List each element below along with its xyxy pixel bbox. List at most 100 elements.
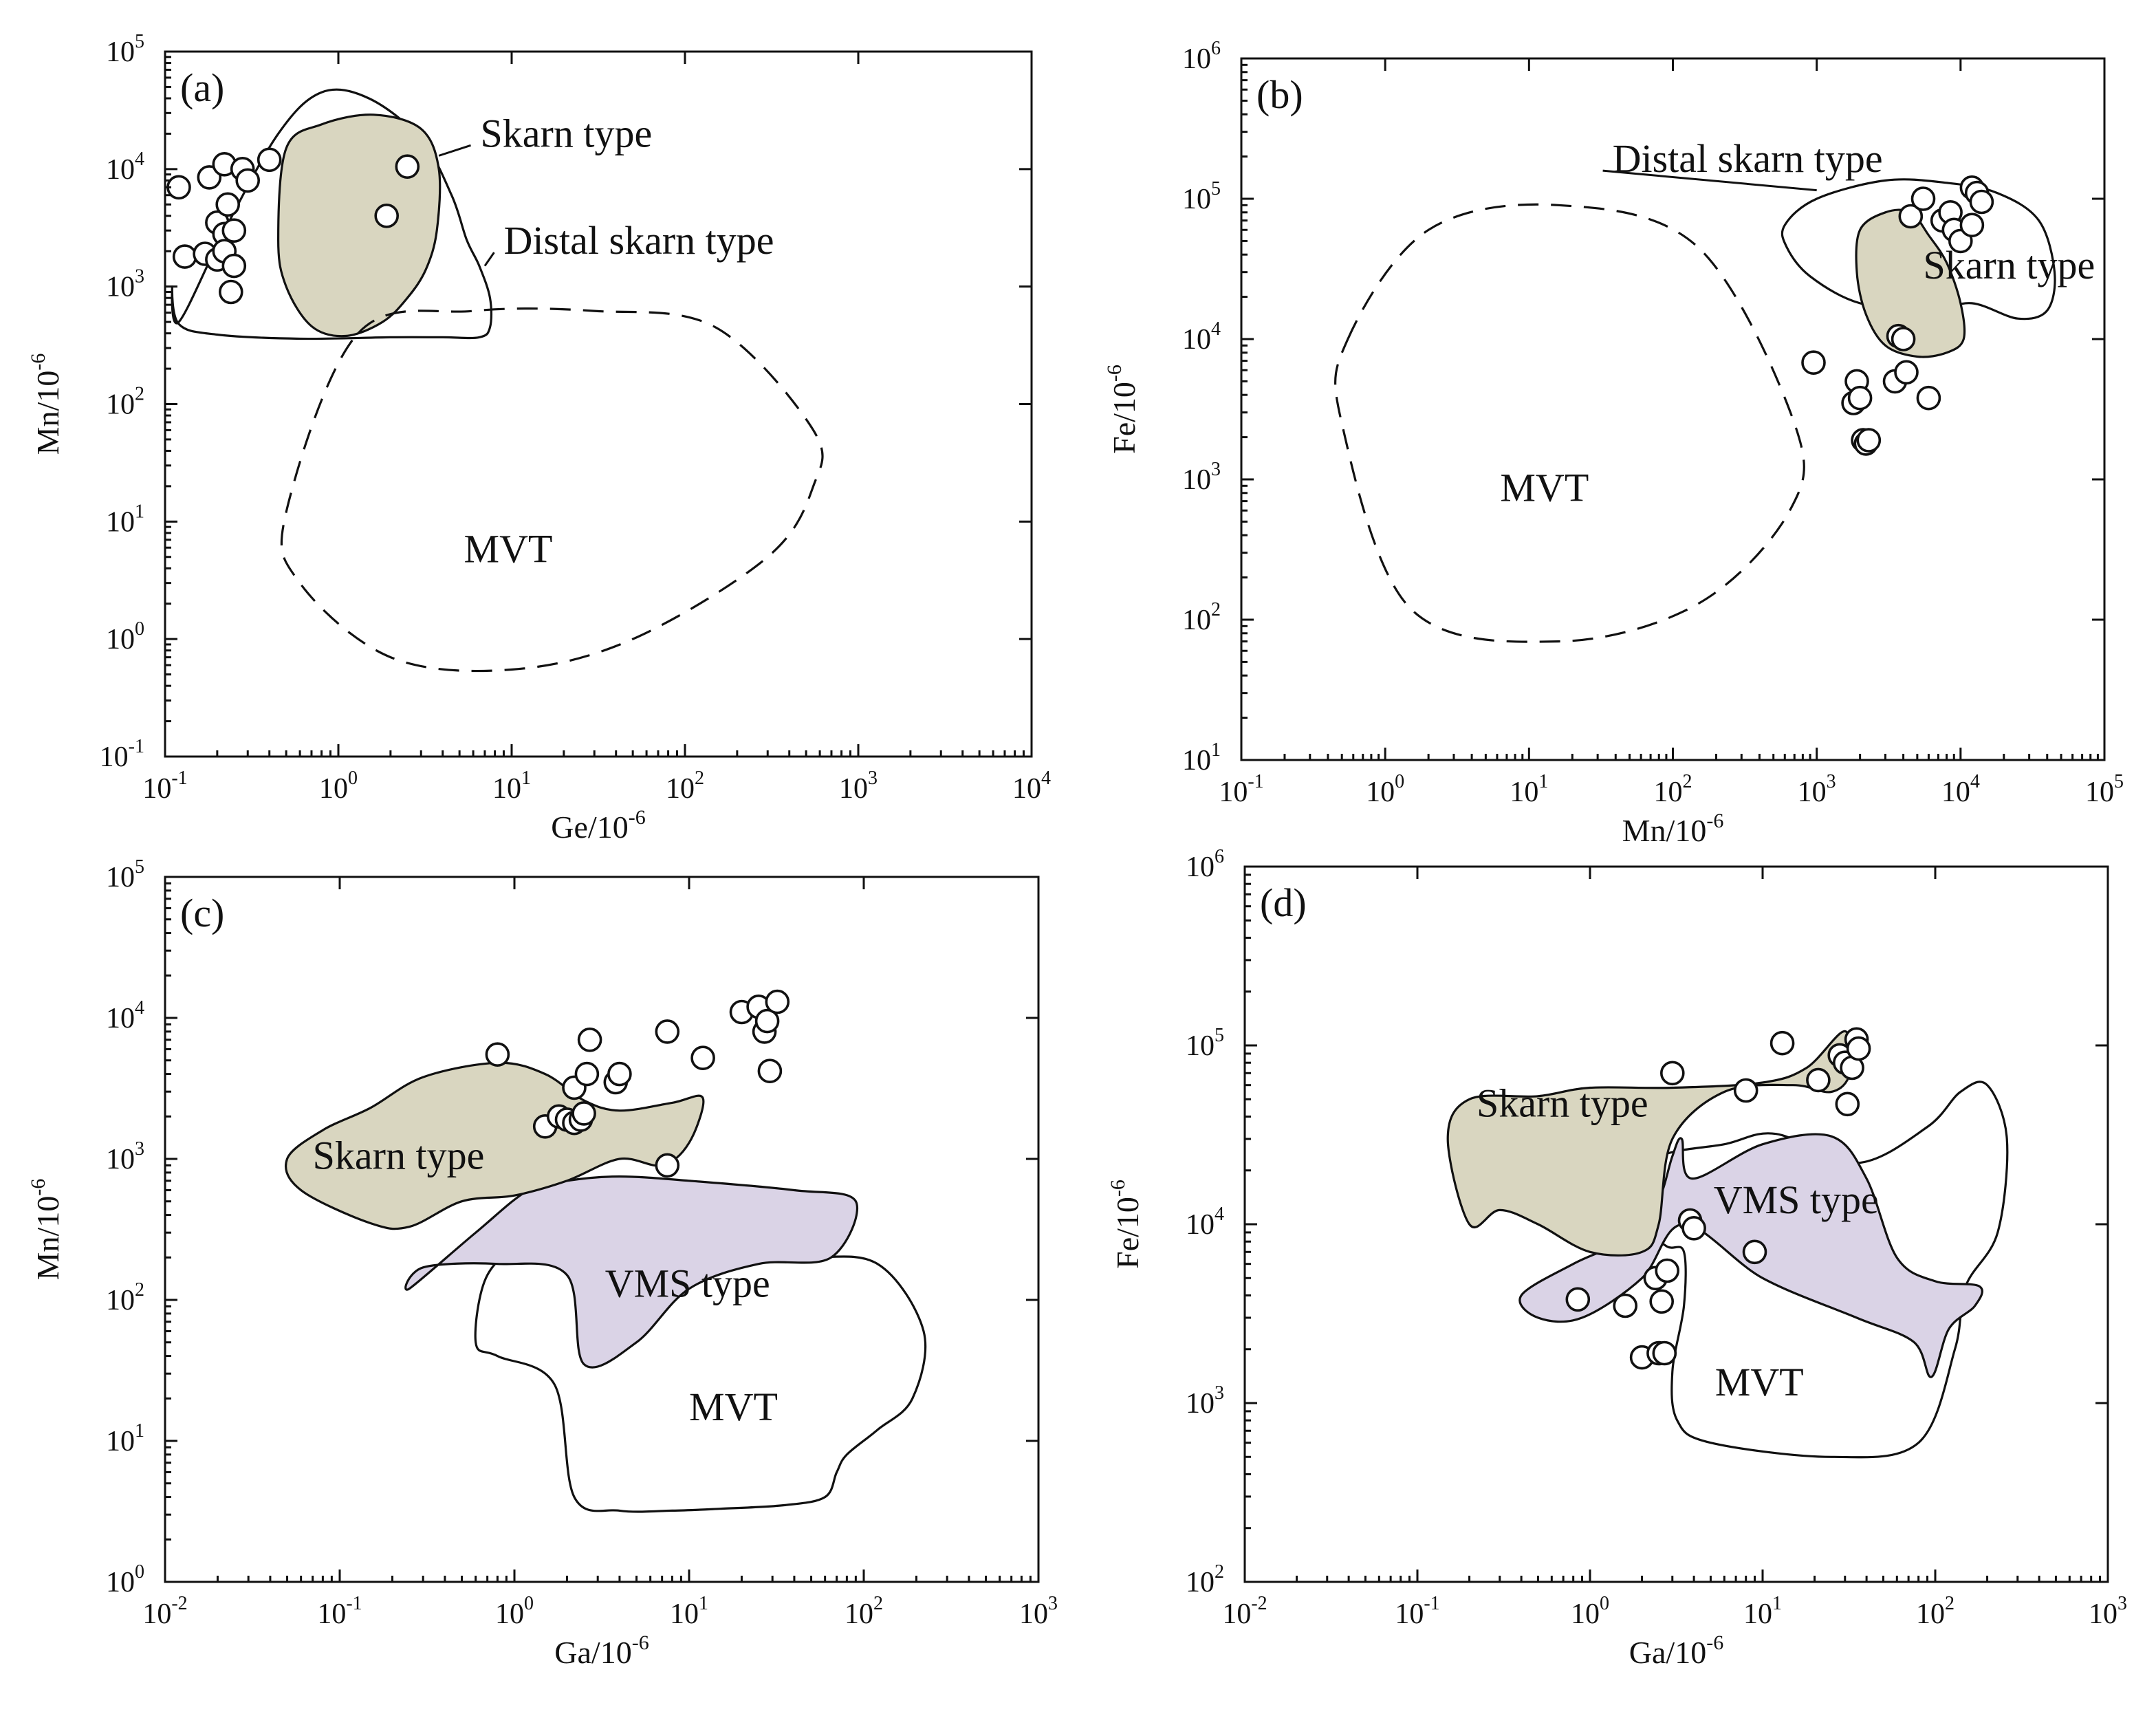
data-point	[215, 192, 241, 217]
region-distal-skarn-type	[171, 88, 493, 340]
y-tick-label: 100	[106, 1561, 144, 1598]
data-point	[1916, 385, 1941, 411]
y-axis-label-text: Mn/10	[30, 1196, 65, 1281]
region-label: MVT	[1500, 466, 1589, 510]
data-point	[1655, 1258, 1679, 1283]
y-tick-label: 103	[1186, 1382, 1224, 1420]
leader-line	[483, 252, 495, 267]
data-point	[257, 147, 282, 173]
x-tick-label: 103	[1798, 771, 1836, 808]
data-point	[1652, 1340, 1677, 1366]
y-tick-label: 104	[1182, 318, 1221, 356]
x-tick-label: 104	[1941, 771, 1980, 808]
x-tick-label: 102	[1654, 771, 1692, 808]
y-tick-label: 104	[106, 997, 144, 1034]
y-tick-label: 104	[1186, 1204, 1224, 1241]
x-axis-label-text: Ga/10	[554, 1635, 631, 1670]
x-tick-label: 103	[1019, 1593, 1058, 1630]
data-point	[1910, 186, 1936, 211]
panel-label: (d)	[1260, 880, 1307, 925]
panel-d: Skarn type VMS type MVT 10-2 10-1 100 101 102 10…	[1107, 846, 2127, 1670]
x-tick-label: 102	[1916, 1593, 1954, 1630]
data-point	[1801, 350, 1826, 376]
data-point	[172, 244, 197, 269]
x-tick-label: 103	[839, 768, 878, 805]
y-tick-label: 106	[1182, 38, 1221, 75]
y-axis-label-exp: -6	[27, 354, 50, 371]
y-axis-label: Mn/10-6	[27, 1179, 65, 1281]
data-point	[1681, 1216, 1706, 1241]
y-tick-label: 102	[106, 384, 144, 421]
x-axis-label-exp: -6	[1706, 810, 1723, 832]
x-tick-label: 10-2	[1222, 1593, 1267, 1630]
x-tick-label: 100	[1571, 1593, 1609, 1630]
data-point	[1959, 213, 1985, 238]
x-tick-label: 105	[2085, 771, 2124, 808]
y-tick-label: 103	[1182, 459, 1221, 496]
data-point	[197, 165, 222, 190]
panel-label: (b)	[1256, 72, 1303, 117]
data-point	[607, 1061, 632, 1087]
y-tick-label: 102	[1182, 599, 1221, 636]
data-point	[1660, 1061, 1685, 1086]
x-tick-label: 103	[2089, 1593, 2127, 1630]
y-tick-label: 10-1	[100, 736, 144, 773]
data-point	[1613, 1293, 1637, 1318]
data-point	[1891, 327, 1916, 351]
region-label: Skarn type	[1924, 243, 2095, 287]
data-point	[690, 1045, 715, 1070]
data-point	[574, 1061, 600, 1087]
plot-frame	[164, 876, 1040, 1583]
data-point	[757, 1058, 783, 1083]
x-tick-label: 104	[1012, 768, 1051, 805]
x-tick-label: 10-2	[142, 1593, 187, 1630]
data-point	[1835, 1091, 1860, 1117]
region-label: VMS type	[605, 1261, 770, 1306]
x-tick-label: 101	[492, 768, 531, 805]
y-axis-label-exp: -6	[27, 1179, 50, 1196]
panel-b: Distal skarn type Skarn type MVT 10-1 100 101…	[1103, 38, 2124, 848]
data-point	[374, 203, 400, 228]
data-point	[1565, 1287, 1591, 1312]
data-point	[1770, 1030, 1795, 1056]
x-axis-label-text: Ga/10	[1629, 1635, 1706, 1670]
panel-label: (c)	[180, 891, 224, 935]
y-tick-label: 102	[106, 1279, 144, 1316]
y-tick-label: 103	[106, 1138, 144, 1175]
region-label: MVT	[689, 1384, 778, 1429]
y-tick-label: 104	[106, 149, 144, 186]
region-skarn-type	[284, 1061, 705, 1230]
data-point	[765, 989, 790, 1014]
panel-c: Skarn type VMS type MVT 10-2 10-1 100 101 102 10…	[27, 856, 1058, 1670]
x-tick-label: 100	[495, 1593, 534, 1630]
y-tick-label: 100	[106, 618, 144, 655]
region-skarn-type	[277, 113, 442, 338]
x-axis-label-text: Mn/10	[1622, 813, 1707, 848]
data-point	[1894, 360, 1919, 385]
data-point	[221, 253, 247, 279]
panel-label: (a)	[180, 65, 224, 110]
y-tick-label: 101	[1182, 739, 1221, 776]
region-label: Distal skarn type	[503, 218, 774, 263]
x-tick-label: 10-1	[142, 768, 187, 805]
region-label: Distal skarn type	[1613, 136, 1883, 181]
x-axis-label: Ga/10-6	[554, 1631, 649, 1670]
region-label: Skarn type	[1477, 1080, 1648, 1125]
leader-line	[1602, 169, 1817, 192]
x-tick-label: 101	[670, 1593, 708, 1630]
leader-line	[438, 144, 471, 157]
y-tick-label: 105	[106, 856, 144, 893]
y-axis-label-exp: -6	[1107, 1180, 1129, 1197]
x-tick-label: 100	[1366, 771, 1404, 808]
data-point	[1649, 1289, 1674, 1314]
region-label: MVT	[464, 527, 553, 572]
data-point	[1733, 1078, 1758, 1103]
x-tick-label: 101	[1510, 771, 1548, 808]
data-point	[571, 1101, 596, 1126]
region-distal-skarn-type	[1781, 178, 2056, 321]
x-axis-label-text: Ge/10	[551, 810, 628, 845]
y-tick-label: 105	[1186, 1025, 1224, 1062]
region-label: VMS type	[1714, 1177, 1879, 1222]
data-point	[1846, 1036, 1871, 1061]
